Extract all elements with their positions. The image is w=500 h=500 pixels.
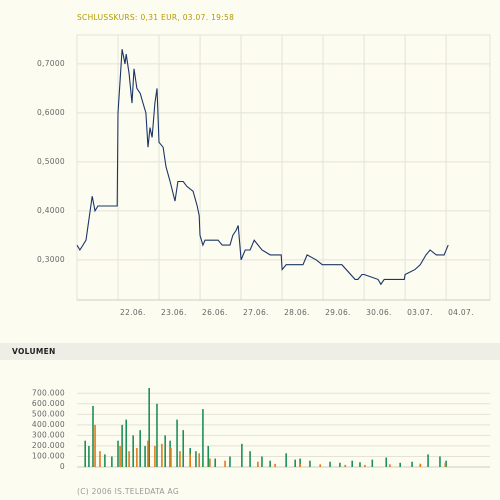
volume-bar	[179, 451, 181, 467]
volume-bar	[299, 463, 301, 467]
y-tick-label: 0	[60, 462, 65, 471]
x-tick-label: 04.07.	[448, 308, 474, 317]
y-tick-label: 300.000	[32, 430, 65, 439]
volume-bar	[92, 405, 94, 467]
chart-title: SCHLUSSKURS: 0,31 EUR, 03.07. 19:58	[77, 13, 234, 22]
volume-bar	[125, 419, 128, 467]
volume-bar	[351, 460, 353, 467]
volume-bar	[224, 460, 226, 467]
volume-bar	[147, 440, 149, 467]
volume-bar	[249, 451, 251, 467]
volume-bar	[144, 445, 146, 467]
volume-bar	[399, 462, 401, 467]
x-tick-label: 29.06.	[325, 308, 351, 317]
volume-bar	[111, 456, 113, 467]
volume-bar	[128, 451, 130, 467]
volume-bar	[269, 460, 271, 467]
volume-bar	[285, 453, 287, 467]
volume-bar	[444, 462, 447, 467]
volume-bar	[344, 464, 347, 467]
volume-bar	[294, 459, 296, 467]
volume-bar	[170, 448, 172, 467]
x-tick-label: 27.06.	[243, 308, 269, 317]
volume-bar	[214, 458, 217, 467]
volume-bar	[136, 448, 138, 467]
volume-bar	[339, 462, 341, 467]
volume-header	[0, 343, 500, 360]
volume-bar	[427, 454, 429, 467]
x-tick-label: 30.06.	[366, 308, 392, 317]
volume-bar	[257, 461, 259, 467]
volume-bar	[119, 445, 121, 467]
y-tick-label: 700.000	[32, 388, 65, 397]
y-tick-label: 200.000	[32, 441, 65, 450]
volume-bar	[198, 453, 201, 467]
volume-bar	[99, 451, 101, 467]
volume-bar	[182, 430, 185, 467]
volume-bar	[169, 440, 171, 467]
y-tick-label: 400.000	[32, 420, 65, 429]
volume-bar	[207, 445, 210, 467]
volume-bar	[132, 435, 134, 467]
volume-bar	[445, 460, 447, 467]
y-tick-label: 0,5000	[37, 157, 65, 166]
volume-bar	[104, 454, 106, 467]
volume-bar	[189, 454, 191, 467]
y-tick-label: 500.000	[32, 409, 65, 418]
volume-bar	[229, 456, 231, 467]
volume-bar	[202, 409, 204, 467]
footer: (C) 2006 IS.TELEDATA AG	[77, 487, 179, 496]
volume-bar	[411, 461, 413, 467]
volume-bar	[88, 445, 90, 467]
volume-bar	[309, 460, 311, 467]
y-tick-label: 0,7000	[37, 59, 65, 68]
volume-bar	[329, 461, 331, 467]
volume-bar	[156, 403, 158, 467]
volume-bar	[364, 464, 366, 467]
volume-bar	[359, 462, 361, 467]
x-tick-label: 26.06.	[202, 308, 228, 317]
x-tick-label: 03.07.	[407, 308, 433, 317]
volume-bar	[164, 435, 166, 467]
volume-title: VOLUMEN	[12, 347, 56, 356]
x-tick-label: 22.06.	[120, 308, 146, 317]
y-tick-label: 0,4000	[37, 206, 65, 215]
volume-bar	[176, 419, 178, 467]
volume-bar	[389, 464, 391, 467]
volume-bar	[94, 424, 96, 467]
volume-bar	[195, 451, 197, 467]
volume-bar	[319, 464, 322, 467]
volume-bar	[154, 445, 156, 467]
volume-bar	[299, 458, 301, 467]
x-tick-label: 28.06.	[284, 308, 310, 317]
volume-bar	[419, 463, 422, 467]
y-tick-label: 0,6000	[37, 108, 65, 117]
volume-bar	[148, 388, 150, 467]
x-tick-label: 23.06.	[161, 308, 187, 317]
volume-bar	[209, 458, 211, 467]
price-line	[76, 49, 449, 286]
volume-bar	[84, 440, 87, 467]
volume-bar	[117, 440, 119, 467]
volume-bar	[261, 456, 263, 467]
volume-bar	[121, 424, 123, 467]
y-tick-label: 600.000	[32, 399, 65, 408]
volume-bar	[371, 459, 374, 467]
y-tick-label: 0,3000	[37, 255, 65, 264]
volume-bar	[439, 456, 441, 467]
volume-bar	[385, 457, 388, 467]
volume-bar	[139, 430, 141, 467]
volume-bar	[241, 443, 243, 467]
volume-bar	[274, 463, 276, 467]
volume-bar	[161, 443, 163, 467]
y-tick-label: 100.000	[32, 451, 65, 460]
